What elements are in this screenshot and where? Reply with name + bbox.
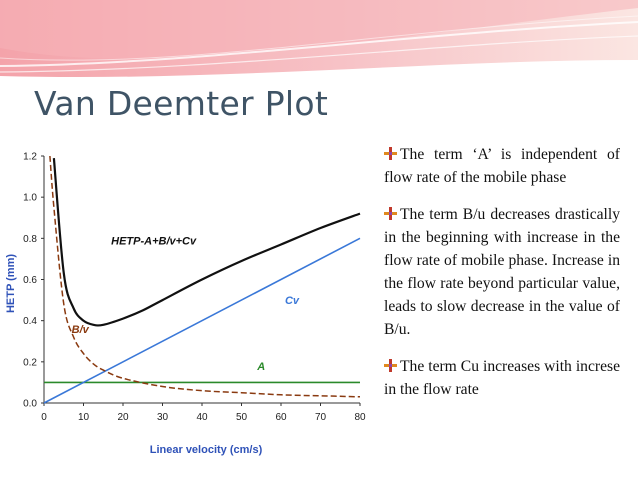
x-tick-label: 30	[157, 412, 169, 423]
y-tick-label: 0.2	[23, 357, 37, 368]
annotation-hetp: HETP-A+B/v+Cv	[111, 236, 197, 248]
x-tick-label: 40	[196, 412, 208, 423]
bullet-list: The term ‘A’ is independent of flow rate…	[384, 143, 620, 415]
x-axis-label: Linear velocity (cm/s)	[150, 444, 263, 456]
x-tick-label: 0	[41, 412, 47, 423]
bullet-text: The term Cu increases with increse in th…	[384, 358, 620, 398]
bullet-item: The term ‘A’ is independent of flow rate…	[384, 143, 620, 189]
bullet-item: The term B/u decreases drastically in th…	[384, 203, 620, 341]
x-tick-label: 80	[354, 412, 366, 423]
slide-title: Van Deemter Plot	[34, 84, 329, 123]
chart-svg: 0.0 0.2 0.4 0.6 0.8 1.0 1.2 0 10 20 30 40 50 60 70 80 Li…	[5, 152, 366, 457]
van-deemter-chart: 0.0 0.2 0.4 0.6 0.8 1.0 1.2 0 10 20 30 40 50 60 70 80 Li…	[0, 150, 372, 479]
bullet-item: The term Cu increases with increse in th…	[384, 355, 620, 401]
x-tick-label: 20	[117, 412, 129, 423]
series-cv-line	[43, 237, 361, 404]
annotation-bv: B/v	[72, 324, 90, 336]
x-tick-label: 10	[78, 412, 90, 423]
y-tick-label: 0.8	[23, 234, 37, 245]
x-tick-label: 70	[315, 412, 327, 423]
y-tick-label: 1.2	[23, 152, 37, 163]
arrow-bullet-icon	[384, 359, 397, 372]
bullet-text: The term B/u decreases drastically in th…	[384, 206, 620, 338]
annotation-a: A	[256, 361, 265, 373]
series-bv-line	[49, 155, 361, 398]
arrow-bullet-icon	[384, 147, 397, 160]
y-tick-label: 0.4	[23, 316, 37, 327]
header-banner	[0, 0, 638, 80]
y-axis-label: HETP (mm)	[5, 254, 17, 313]
annotation-cv: Cv	[285, 295, 300, 307]
y-tick-label: 1.0	[23, 193, 37, 204]
bullet-text: The term ‘A’ is independent of flow rate…	[384, 146, 620, 186]
y-tick-label: 0.6	[23, 275, 37, 286]
x-tick-label: 60	[275, 412, 287, 423]
series-hetp-line	[52, 158, 361, 327]
y-tick-label: 0.0	[23, 399, 37, 410]
arrow-bullet-icon	[384, 207, 397, 220]
x-tick-label: 50	[236, 412, 248, 423]
